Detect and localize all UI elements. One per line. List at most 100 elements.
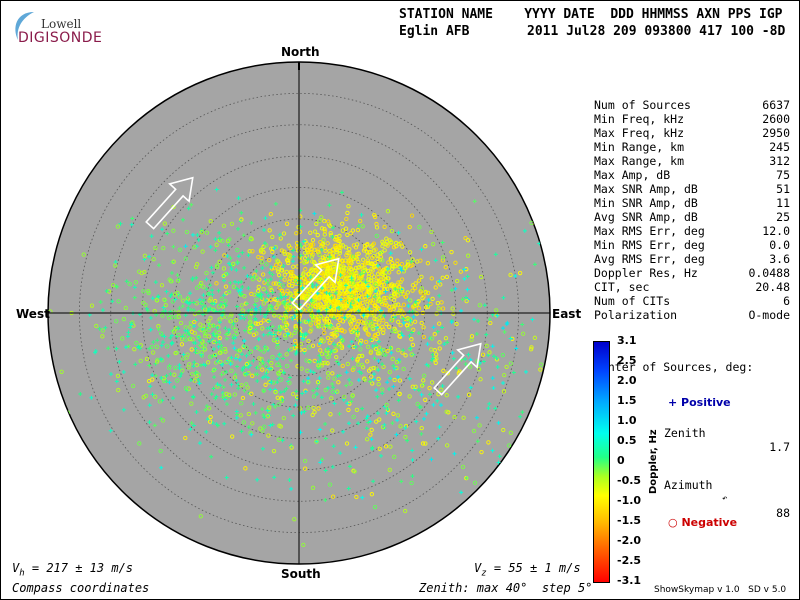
negative-source-point [382, 297, 387, 302]
negative-source-point [293, 278, 298, 284]
positive-source-point [236, 289, 241, 294]
positive-source-point [320, 285, 325, 290]
negative-source-point [314, 221, 319, 227]
positive-source-point [231, 321, 236, 326]
negative-source-point [315, 324, 321, 329]
negative-source-point [176, 314, 181, 319]
positive-source-point [331, 385, 336, 390]
positive-source-point [211, 347, 216, 352]
negative-source-point [203, 307, 208, 312]
negative-source-point [192, 319, 197, 325]
positive-source-point [367, 307, 372, 312]
positive-source-point [216, 344, 221, 349]
colorbar-tick-label: -1.5 [617, 514, 642, 527]
negative-source-point [403, 294, 409, 299]
negative-source-point [150, 350, 156, 355]
negative-source-point [337, 283, 343, 289]
negative-source-point [269, 360, 274, 366]
negative-source-point [312, 229, 318, 234]
negative-source-point [330, 262, 335, 267]
positive-source-point [118, 221, 123, 226]
negative-source-point [153, 245, 158, 251]
negative-source-point [249, 391, 254, 396]
negative-source-point [243, 466, 248, 471]
positive-source-point [530, 317, 535, 322]
positive-source-point [216, 359, 221, 364]
negative-source-point [100, 334, 105, 339]
positive-source-point [235, 259, 240, 264]
negative-source-point [410, 283, 416, 288]
negative-source-point [351, 315, 356, 320]
logo-brand: Lowell [41, 17, 82, 31]
negative-source-point [381, 352, 386, 357]
negative-source-point [200, 249, 205, 254]
positive-source-point [270, 422, 275, 427]
doppler-colorbar [593, 341, 610, 583]
negative-source-point [179, 342, 185, 347]
positive-source-point [366, 284, 371, 289]
negative-source-point [406, 326, 411, 332]
positive-source-point [265, 408, 270, 413]
negative-source-point [230, 324, 236, 329]
velocity-arrow [433, 342, 482, 396]
positive-source-point [227, 327, 232, 332]
positive-source-point [260, 407, 265, 412]
negative-source-point [387, 369, 392, 375]
positive-source-point [228, 362, 233, 367]
positive-source-point [429, 457, 434, 462]
positive-source-point [272, 475, 277, 480]
negative-source-point [421, 325, 426, 330]
negative-source-point [557, 368, 560, 371]
positive-source-point [197, 381, 202, 386]
negative-source-point [276, 281, 281, 287]
positive-source-point [209, 454, 214, 459]
negative-source-point [580, 291, 583, 294]
positive-source-point [290, 316, 295, 321]
negative-source-point [484, 343, 489, 348]
negative-source-point [352, 469, 357, 474]
negative-source-point [291, 273, 296, 279]
stat-row: Avg RMS Err, deg 3.6 [594, 252, 790, 266]
positive-source-point [310, 284, 315, 289]
positive-source-point [271, 402, 276, 407]
positive-source-point [316, 365, 321, 370]
positive-source-point [153, 280, 158, 285]
negative-source-point [368, 366, 373, 371]
negative-source-point [384, 270, 389, 275]
negative-source-point [271, 265, 277, 271]
negative-source-point [248, 236, 254, 241]
negative-source-point [206, 360, 211, 365]
positive-source-point [166, 353, 171, 358]
negative-source-point [208, 414, 213, 420]
positive-source-point [212, 333, 217, 338]
positive-source-point [436, 436, 441, 441]
negative-source-point [365, 302, 370, 307]
negative-source-point [208, 323, 213, 329]
negative-source-point [375, 256, 380, 262]
negative-source-point [405, 262, 411, 267]
negative-source-point [355, 358, 360, 363]
negative-source-point [371, 248, 377, 253]
negative-source-point [437, 321, 442, 326]
positive-source-point [240, 250, 245, 255]
negative-source-point [387, 467, 392, 473]
positive-source-point [493, 406, 498, 411]
positive-source-point [430, 356, 435, 361]
negative-source-point [368, 349, 374, 354]
positive-source-point [186, 206, 191, 211]
positive-source-point [247, 391, 252, 396]
negative-source-point [419, 320, 424, 326]
positive-source-point [103, 325, 108, 330]
positive-source-point [234, 415, 239, 420]
positive-source-point [376, 358, 381, 363]
negative-source-point [398, 241, 403, 246]
negative-source-point [385, 243, 390, 248]
positive-source-point [442, 342, 447, 347]
positive-source-point [176, 326, 181, 331]
negative-source-point [407, 394, 412, 399]
negative-source-point [440, 306, 446, 311]
positive-source-point [365, 414, 370, 419]
negative-source-point [358, 304, 364, 309]
negative-source-point [356, 251, 361, 256]
negative-source-point [262, 424, 267, 429]
